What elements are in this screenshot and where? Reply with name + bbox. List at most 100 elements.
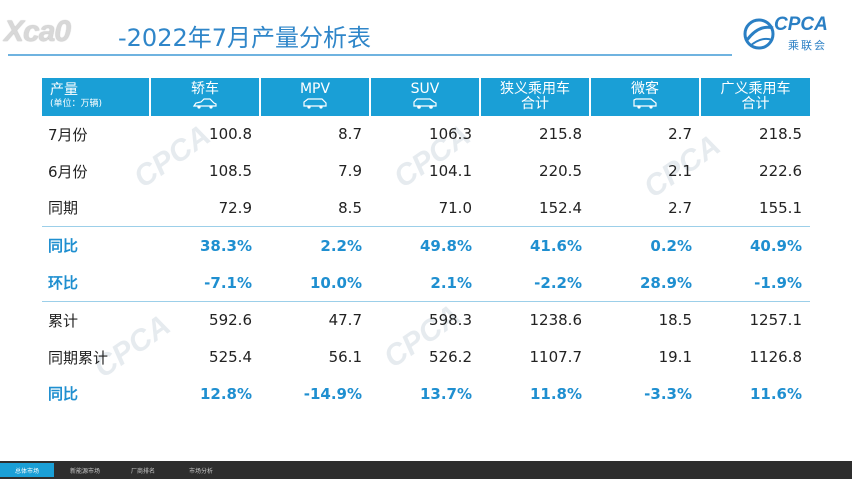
table-cell: 592.6 <box>209 311 252 330</box>
table-row: 环比 -7.1% 10.0% 2.1% -2.2% 28.9% -1.9% <box>42 264 810 302</box>
row-label: 7月份 <box>48 125 88 144</box>
column-header-label: 合计 <box>521 96 549 112</box>
suv-icon <box>412 97 438 113</box>
table-cell: 49.8% <box>419 236 472 255</box>
table-cell: 0.2% <box>650 236 692 255</box>
table-cell: 72.9 <box>150 189 260 228</box>
column-header-label: SUV <box>410 80 440 97</box>
table-cell: -1.9% <box>700 264 810 302</box>
page-title: -2022年7月产量分析表 <box>118 24 372 52</box>
table-cell: 7.9 <box>338 162 362 181</box>
table-cell: 38.3% <box>199 236 252 255</box>
table-cell: 104.1 <box>429 162 472 181</box>
table-cell: 155.1 <box>700 189 810 228</box>
column-header-label: 广义乘用车 <box>720 81 791 97</box>
table-cell: 1257.1 <box>749 311 803 330</box>
table-cell: 28.9% <box>590 264 700 302</box>
source-logo-text: Xca0 <box>4 15 71 48</box>
column-header: 微客 <box>590 78 701 116</box>
table-row: 6月份 108.5 7.9 104.1 220.5 2.1 222.6 <box>42 153 810 190</box>
row-label: 同期 <box>42 189 150 228</box>
tab-manufacturer-ranking[interactable]: 厂商排名 <box>130 467 155 475</box>
table-cell: 41.6% <box>529 236 582 255</box>
table-row: 同比 12.8% -14.9% 13.7% 11.8% -3.3% 11.6% <box>42 376 810 413</box>
table-cell: 220.5 <box>539 162 582 181</box>
bottom-tab-bar <box>0 461 852 479</box>
sedan-icon <box>192 97 218 113</box>
column-header-label: 合计 <box>741 96 770 112</box>
table-cell: 218.5 <box>759 125 802 144</box>
row-label: 累计 <box>48 311 79 330</box>
table-cell: 47.7 <box>328 311 362 330</box>
column-header-label: 微客 <box>631 80 659 97</box>
table-cell: 11.6% <box>749 384 802 403</box>
column-header: 轿车 <box>150 78 261 116</box>
row-label: 环比 <box>42 264 150 302</box>
table-header-row: 产量 (单位：万辆) 轿车 MPV SUV 狭义乘用车 合计 微客 广义乘用车 合计 <box>42 78 810 116</box>
table-row: 同期累计 525.4 56.1 526.2 1107.7 19.1 1126.8 <box>42 339 810 376</box>
table-cell: 526.2 <box>429 348 472 367</box>
table-cell: 598.3 <box>429 311 472 330</box>
table-cell: 11.8% <box>529 384 582 403</box>
table-cell: 8.5 <box>260 189 370 228</box>
column-header: 狭义乘用车 合计 <box>480 78 591 116</box>
row-label: 同比 <box>48 237 79 256</box>
table-cell: 10.0% <box>260 264 370 302</box>
table-cell: 71.0 <box>370 189 480 228</box>
tab-overall-market[interactable]: 总体市场 <box>0 463 54 477</box>
table-cell: 13.7% <box>419 384 472 403</box>
table-cell: 1107.7 <box>529 348 583 367</box>
table-row: 同比 38.3% 2.2% 49.8% 41.6% 0.2% 40.9% <box>42 227 810 264</box>
tab-nev-market[interactable]: 新能源市场 <box>69 467 100 475</box>
table-cell: -7.1% <box>150 264 260 302</box>
table-row: 7月份 100.8 8.7 106.3 215.8 2.7 218.5 <box>42 116 810 153</box>
corner-header-main: 产量 <box>50 82 78 98</box>
cpca-emblem-icon <box>743 18 775 50</box>
table-cell: 2.7 <box>590 189 700 228</box>
table-cell: -3.3% <box>644 384 692 403</box>
column-header: SUV <box>370 78 481 116</box>
table-cell: 100.8 <box>209 125 252 144</box>
table-cell: 18.5 <box>658 311 692 330</box>
source-logo: Xca0 <box>4 14 71 50</box>
table-cell: -2.2% <box>480 264 590 302</box>
table-cell: 222.6 <box>759 162 802 181</box>
table-cell: 19.1 <box>658 348 692 367</box>
table-cell: 2.7 <box>668 125 692 144</box>
table-cell: 2.1 <box>668 162 692 181</box>
table-cell: 12.8% <box>199 384 252 403</box>
tab-market-analysis[interactable]: 市场分析 <box>188 467 213 475</box>
corner-header-unit: (单位：万辆) <box>50 99 103 109</box>
column-header-label: 狭义乘用车 <box>500 81 570 97</box>
table-row: 同期 72.9 8.5 71.0 152.4 2.7 155.1 <box>42 189 810 228</box>
column-header: 广义乘用车 合计 <box>700 78 810 116</box>
table-cell: -14.9% <box>303 384 362 403</box>
table-cell: 40.9% <box>749 236 802 255</box>
row-label: 同期累计 <box>48 348 109 367</box>
column-header: MPV <box>260 78 371 116</box>
table-cell: 1238.6 <box>529 311 583 330</box>
table-cell: 215.8 <box>539 125 582 144</box>
table-cell: 2.1% <box>370 264 480 302</box>
corner-header: 产量 (单位：万辆) <box>42 78 151 116</box>
title-bar: Xca0 -2022年7月产量分析表 CPCA 乘联会 <box>0 0 852 62</box>
cpca-logo-cn: 乘联会 <box>788 39 827 52</box>
table-row: 累计 592.6 47.7 598.3 1238.6 18.5 1257.1 <box>42 301 810 338</box>
minivan-icon <box>632 97 658 113</box>
table-cell: 152.4 <box>480 189 590 228</box>
mpv-icon <box>302 97 328 113</box>
table-cell: 8.7 <box>338 125 362 144</box>
title-underline <box>8 54 732 56</box>
cpca-logo-latin: CPCA <box>774 14 828 35</box>
row-label: 同比 <box>48 385 79 404</box>
table-cell: 56.1 <box>328 348 362 367</box>
column-header-label: MPV <box>299 80 331 97</box>
table-cell: 525.4 <box>209 348 252 367</box>
cpca-logo: CPCA 乘联会 <box>740 10 840 56</box>
row-label: 6月份 <box>48 162 88 181</box>
table-cell: 1126.8 <box>749 348 803 367</box>
column-header-label: 轿车 <box>191 80 219 97</box>
table-cell: 108.5 <box>209 162 252 181</box>
table-cell: 2.2% <box>320 236 362 255</box>
table-cell: 106.3 <box>429 125 472 144</box>
